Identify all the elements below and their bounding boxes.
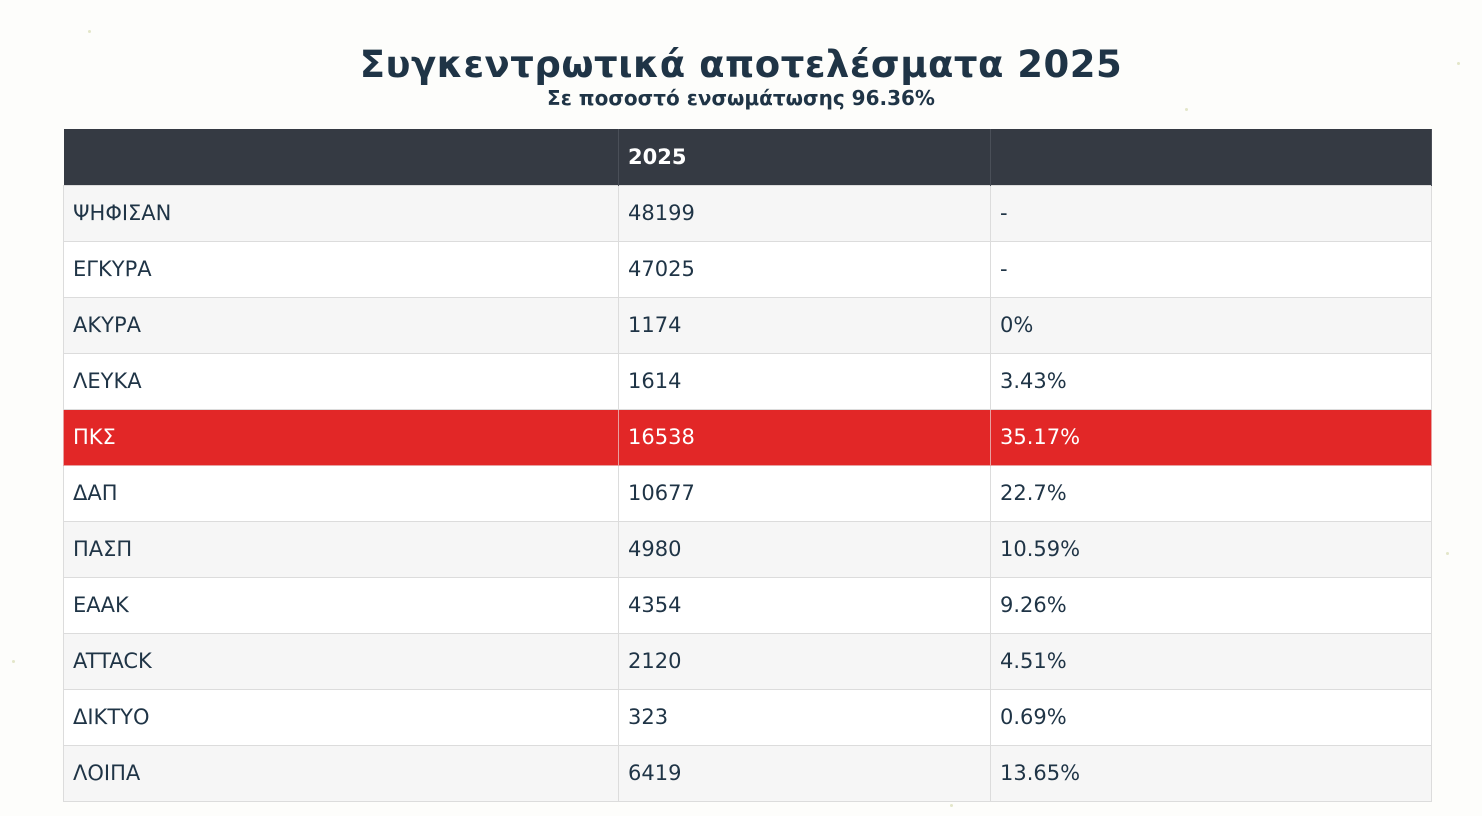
row-percent: 3.43% (990, 352, 1432, 410)
row-label: ΕΓΚΥΡΑ (63, 240, 619, 298)
column-header-label (63, 129, 619, 185)
row-label: ΠΚΣ (63, 408, 619, 466)
row-percent: - (990, 184, 1432, 242)
row-votes: 16538 (618, 408, 991, 466)
row-percent: 4.51% (990, 632, 1432, 690)
page-subtitle: Σε ποσοστό ενσωμάτωσης 96.36% (547, 86, 935, 110)
row-votes: 4354 (618, 576, 991, 634)
row-label: ΛΕΥΚΑ (63, 352, 619, 410)
row-percent: 35.17% (990, 408, 1432, 466)
table-row: ΑΚΥΡΑ 1174 0% (63, 296, 1432, 354)
row-votes: 6419 (618, 744, 991, 802)
row-votes: 2120 (618, 632, 991, 690)
row-votes: 1614 (618, 352, 991, 410)
column-header-year: 2025 (618, 129, 991, 185)
row-label: ΨΗΦΙΣΑΝ (63, 184, 619, 242)
row-votes: 4980 (618, 520, 991, 578)
table-row: ΠΑΣΠ 4980 10.59% (63, 520, 1432, 578)
column-header-percent (990, 129, 1432, 185)
row-percent: 22.7% (990, 464, 1432, 522)
table-row: ΕΓΚΥΡΑ 47025 - (63, 240, 1432, 298)
row-label: ΠΑΣΠ (63, 520, 619, 578)
row-votes: 48199 (618, 184, 991, 242)
page-title: Συγκεντρωτικά αποτελέσματα 2025 (359, 42, 1123, 86)
row-percent: 13.65% (990, 744, 1432, 802)
row-votes: 323 (618, 688, 991, 746)
row-percent: 10.59% (990, 520, 1432, 578)
row-votes: 10677 (618, 464, 991, 522)
table-row: ATTACK 2120 4.51% (63, 632, 1432, 690)
table-row: ΨΗΦΙΣΑΝ 48199 - (63, 184, 1432, 242)
table-row: ΛΟΙΠΑ 6419 13.65% (63, 744, 1432, 802)
table-row: ΔΑΠ 10677 22.7% (63, 464, 1432, 522)
table-row: ΕΑΑΚ 4354 9.26% (63, 576, 1432, 634)
row-label: ΛΟΙΠΑ (63, 744, 619, 802)
table-row-highlighted: ΠΚΣ 16538 35.17% (63, 408, 1432, 466)
results-table: 2025 ΨΗΦΙΣΑΝ 48199 - ΕΓΚΥΡΑ 47025 - ΑΚΥΡ… (63, 129, 1432, 802)
row-label: ΔΑΠ (63, 464, 619, 522)
row-label: ΕΑΑΚ (63, 576, 619, 634)
table-row: ΛΕΥΚΑ 1614 3.43% (63, 352, 1432, 410)
row-percent: - (990, 240, 1432, 298)
row-label: ΑΚΥΡΑ (63, 296, 619, 354)
table-row: ΔΙΚΤΥΟ 323 0.69% (63, 688, 1432, 746)
table-header-row: 2025 (63, 129, 1432, 185)
row-label: ATTACK (63, 632, 619, 690)
row-label: ΔΙΚΤΥΟ (63, 688, 619, 746)
row-percent: 9.26% (990, 576, 1432, 634)
row-percent: 0% (990, 296, 1432, 354)
row-percent: 0.69% (990, 688, 1432, 746)
row-votes: 47025 (618, 240, 991, 298)
row-votes: 1174 (618, 296, 991, 354)
